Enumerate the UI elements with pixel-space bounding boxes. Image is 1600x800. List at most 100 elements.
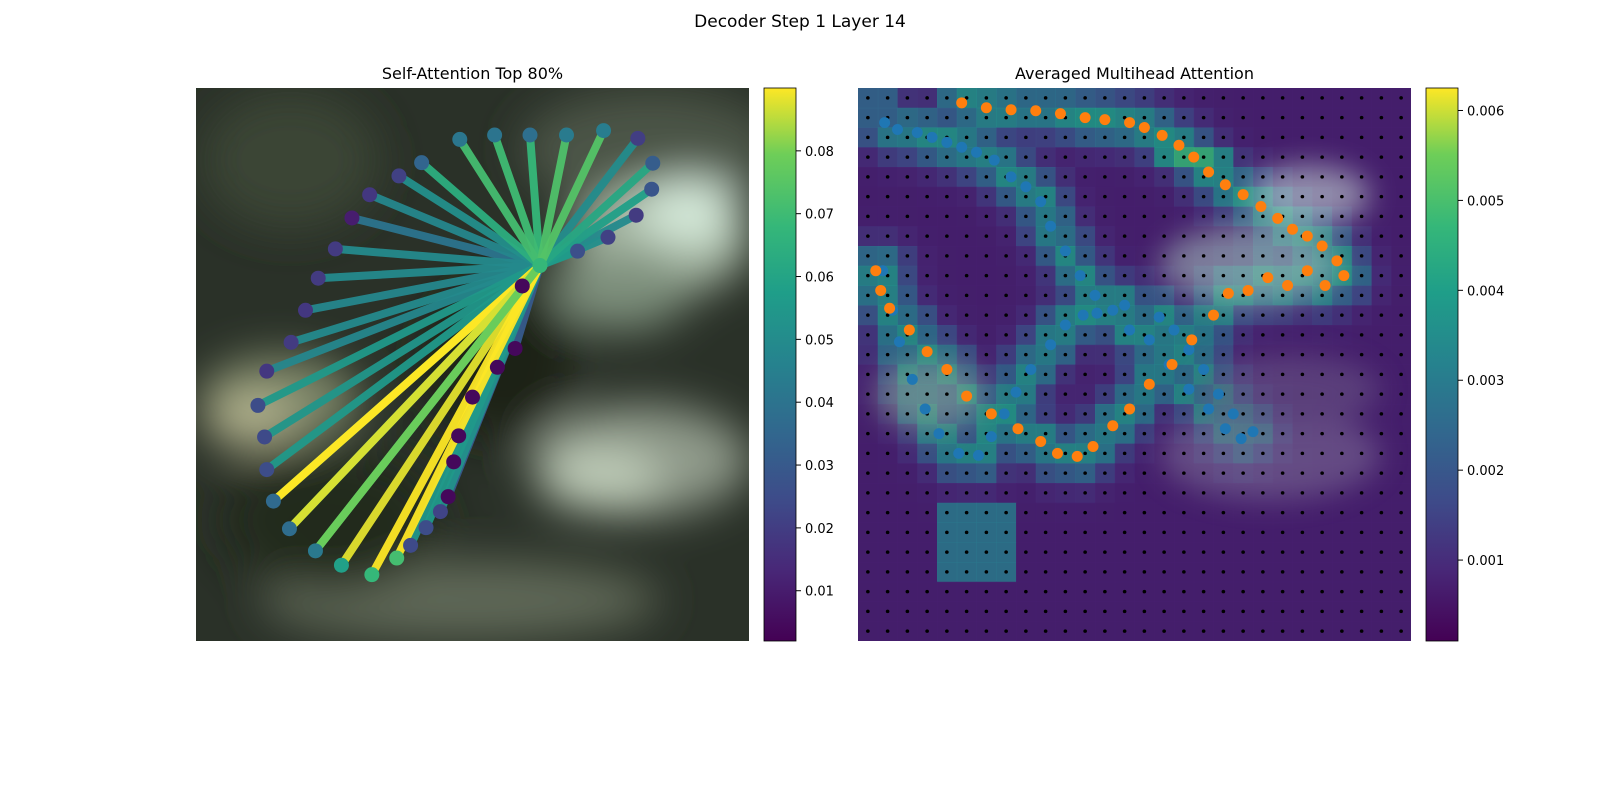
grid-dot — [1280, 96, 1285, 100]
grid-dot — [1320, 451, 1324, 456]
grid-dot — [1201, 293, 1206, 298]
grid-dot — [866, 609, 870, 614]
attention-point — [446, 454, 462, 470]
grid-dot — [1379, 293, 1384, 298]
grid-dot — [984, 589, 989, 594]
grid-dot — [1359, 273, 1364, 278]
grid-dot — [1024, 135, 1028, 140]
grid-dot — [1221, 372, 1226, 377]
grid-dot — [1063, 392, 1068, 396]
grid-dot — [1182, 491, 1186, 495]
grid-dot — [1300, 510, 1305, 515]
grid-dot — [1340, 609, 1344, 614]
grid-dot — [1142, 392, 1147, 396]
grid-dot — [1280, 570, 1285, 574]
grid-dot — [1004, 451, 1008, 456]
grid-dot — [1162, 609, 1166, 614]
grid-dot — [1280, 589, 1285, 594]
grid-dot — [1043, 352, 1048, 357]
grid-dot — [866, 352, 870, 357]
grid-dot — [1300, 570, 1305, 574]
grid-dot — [1063, 491, 1068, 495]
overlay-point — [1091, 307, 1103, 319]
grid-dot — [945, 352, 949, 357]
grid-dot — [964, 194, 969, 199]
grid-dot — [1162, 431, 1166, 436]
grid-dot — [1004, 510, 1008, 515]
grid-dot — [984, 214, 989, 219]
grid-dot — [866, 431, 870, 436]
overlay-point — [1235, 433, 1247, 445]
grid-dot — [1261, 609, 1265, 614]
colorbar-tick-label: 0.006 — [1467, 104, 1504, 119]
grid-dot — [945, 254, 949, 258]
grid-dot — [1004, 589, 1008, 594]
grid-dot — [1142, 175, 1147, 179]
grid-dot — [1241, 412, 1245, 416]
grid-dot — [905, 392, 910, 396]
grid-dot — [1320, 135, 1324, 140]
attention-line — [417, 158, 544, 270]
grid-dot — [1043, 333, 1048, 337]
grid-dot — [1261, 451, 1265, 456]
grid-dot — [1182, 392, 1186, 396]
grid-dot — [1103, 194, 1107, 199]
grid-dot — [1201, 451, 1206, 456]
grid-dot — [1300, 451, 1305, 456]
grid-dot — [1261, 550, 1265, 554]
grid-dot — [1359, 352, 1364, 357]
grid-dot — [1201, 313, 1206, 317]
grid-dot — [1241, 491, 1245, 495]
grid-dot — [1300, 175, 1305, 179]
grid-dot — [1142, 510, 1147, 515]
grid-dot — [866, 293, 870, 298]
grid-dot — [1182, 293, 1186, 298]
grid-dot — [1320, 392, 1324, 396]
grid-dot — [1122, 214, 1127, 219]
grid-dot — [1004, 530, 1008, 535]
grid-dot — [1142, 214, 1147, 219]
grid-dot — [964, 293, 969, 298]
grid-dot — [1004, 550, 1008, 554]
grid-dot — [1043, 392, 1048, 396]
grid-dot — [1063, 412, 1068, 416]
grid-dot — [1083, 412, 1087, 416]
grid-dot — [1280, 431, 1285, 436]
attention-point — [389, 550, 405, 566]
grid-dot — [1221, 234, 1226, 238]
overlay-point — [1301, 230, 1313, 242]
overlay-point — [1059, 245, 1071, 257]
grid-dot — [1083, 491, 1087, 495]
grid-dot — [885, 451, 890, 456]
grid-dot — [1280, 491, 1285, 495]
grid-dot — [905, 115, 910, 120]
grid-dot — [1063, 451, 1068, 456]
grid-dot — [1261, 214, 1265, 219]
grid-dot — [964, 155, 969, 159]
grid-dot — [1399, 313, 1403, 317]
grid-dot — [1399, 392, 1403, 396]
grid-dot — [925, 570, 929, 574]
grid-dot — [1340, 491, 1344, 495]
grid-dot — [964, 372, 969, 377]
grid-dot — [945, 273, 949, 278]
grid-dot — [905, 510, 910, 515]
grid-dot — [945, 392, 949, 396]
grid-dot — [1083, 629, 1087, 633]
grid-dot — [1043, 214, 1048, 219]
grid-dot — [1340, 412, 1344, 416]
grid-dot — [1340, 155, 1344, 159]
colorbar-tick-label: 0.01 — [805, 585, 834, 600]
attention-point — [327, 241, 343, 257]
grid-dot — [1261, 313, 1265, 317]
grid-dot — [984, 392, 989, 396]
grid-dot — [1024, 530, 1028, 535]
panel-left-title: Self-Attention Top 80% — [381, 64, 564, 83]
overlay-point — [1010, 386, 1022, 398]
grid-dot — [1024, 234, 1028, 238]
overlay-point — [1124, 324, 1136, 336]
grid-dot — [1182, 451, 1186, 456]
grid-dot — [1300, 609, 1305, 614]
grid-dot — [1300, 491, 1305, 495]
overlay-point — [1183, 344, 1195, 356]
